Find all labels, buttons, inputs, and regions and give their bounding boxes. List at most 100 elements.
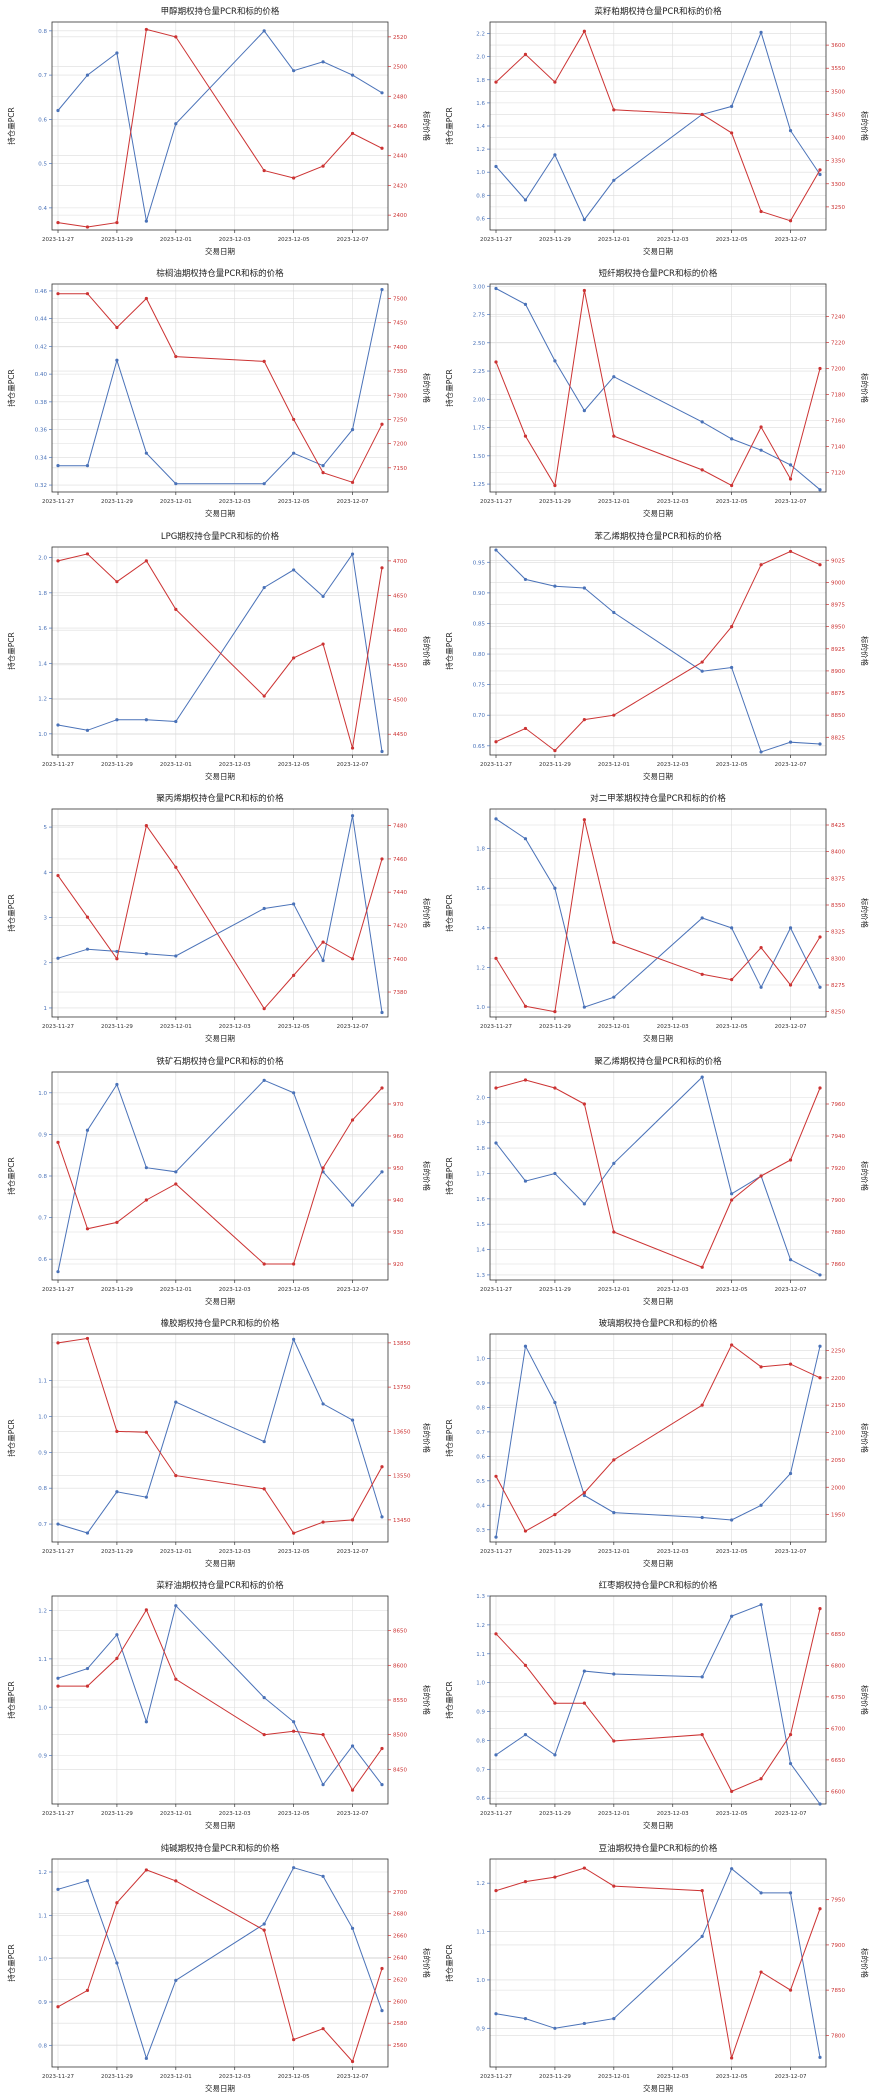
x-tick-label: 2023-12-03: [656, 762, 688, 768]
y-tick-label: 0.8: [38, 29, 47, 35]
price-point: [523, 434, 527, 439]
y-tick-label: 0.75: [472, 682, 485, 688]
price-point: [729, 624, 733, 629]
price-point: [56, 1684, 60, 1689]
x-tick-label: 2023-12-03: [219, 1287, 251, 1293]
price-point: [56, 1140, 60, 1144]
y-tick-label: 1.2: [38, 1870, 47, 1876]
price-point: [144, 1430, 148, 1434]
pcr-point: [321, 1874, 325, 1878]
price-point: [380, 565, 384, 570]
y2-tick-label: 3500: [830, 89, 844, 95]
x-axis-label: 交易日期: [643, 1558, 673, 1568]
pcr-point: [700, 1675, 704, 1679]
price-point: [611, 713, 615, 717]
pcr-line: [495, 818, 820, 1008]
pcr-point: [582, 1005, 586, 1009]
pcr-point: [144, 952, 148, 956]
y2-tick-label: 8450: [393, 1768, 407, 1774]
price-point: [788, 1988, 792, 1992]
x-tick-label: 2023-12-07: [774, 1287, 806, 1293]
x-tick-label: 2023-12-03: [656, 1811, 688, 1817]
pcr-point: [700, 916, 704, 920]
pcr-point: [380, 91, 384, 95]
price-point: [493, 80, 498, 84]
y2-tick-label: 8275: [830, 983, 844, 989]
pcr-point: [56, 464, 60, 468]
y-axis-label: 持仓量PCR: [6, 1682, 16, 1719]
y-tick-label: 1.25: [472, 482, 485, 488]
price-point: [729, 1343, 733, 1347]
y-axis-label: 持仓量PCR: [6, 370, 16, 407]
price-point: [262, 1007, 266, 1011]
y2-tick-label: 8600: [393, 1664, 407, 1670]
x-tick-label: 2023-12-05: [278, 237, 310, 243]
price-point: [321, 1165, 325, 1170]
y2-tick-label: 7880: [830, 1230, 844, 1236]
price-point: [729, 1790, 733, 1794]
price-point: [493, 739, 498, 744]
y2-tick-label: 2200: [830, 1376, 844, 1382]
y2-tick-label: 960: [393, 1134, 404, 1140]
pcr-point: [817, 172, 822, 177]
price-point: [582, 29, 586, 33]
pcr-point: [729, 104, 733, 108]
pcr-point: [174, 1400, 178, 1404]
x-tick-label: 2023-12-03: [656, 499, 688, 505]
y2-tick-label: 7220: [830, 341, 844, 347]
pcr-point: [611, 375, 615, 379]
pcr-point: [292, 568, 296, 572]
pcr-point: [552, 1171, 557, 1175]
x-tick-label: 2023-12-03: [219, 2074, 251, 2080]
y2-tick-label: 7140: [830, 445, 844, 451]
x-axis-label: 交易日期: [205, 1033, 235, 1043]
x-tick-label: 2023-11-27: [42, 1287, 74, 1293]
y2-tick-label: 2680: [393, 1912, 407, 1918]
price-point: [788, 219, 792, 223]
y-tick-label: 3.00: [472, 285, 485, 291]
price-point: [380, 1085, 384, 1090]
y2-axis-label: 标的价格: [859, 1161, 869, 1191]
price-point: [56, 2004, 60, 2009]
price-point: [115, 1429, 119, 1433]
price-point: [552, 748, 557, 752]
price-point: [144, 824, 148, 828]
y-tick-label: 0.6: [476, 1454, 485, 1460]
y2-tick-label: 7250: [393, 418, 407, 424]
pcr-point: [262, 1922, 266, 1926]
x-tick-label: 2023-12-07: [337, 1549, 369, 1555]
y-tick-label: 1.0: [38, 1706, 47, 1712]
pcr-point: [350, 428, 355, 432]
y-tick-label: 0.38: [35, 400, 48, 406]
x-tick-label: 2023-11-27: [42, 499, 74, 505]
y2-tick-label: 7460: [393, 857, 407, 863]
y2-tick-label: 6800: [830, 1664, 844, 1670]
pcr-point: [174, 1169, 178, 1174]
pcr-point: [292, 902, 296, 906]
x-tick-label: 2023-12-05: [278, 1024, 310, 1030]
y-tick-label: 1.4: [476, 124, 485, 130]
x-tick-label: 2023-11-29: [101, 1811, 133, 1817]
x-tick-label: 2023-11-29: [101, 1024, 133, 1030]
y-axis-label: 持仓量PCR: [444, 1419, 454, 1456]
price-point: [582, 1491, 586, 1495]
y2-tick-label: 13450: [393, 1518, 411, 1524]
price-point: [758, 1365, 763, 1369]
price-line: [495, 1079, 820, 1268]
pcr-point: [582, 1493, 586, 1498]
plot-frame: [489, 1333, 826, 1543]
y2-tick-label: 7120: [830, 471, 844, 477]
y2-tick-label: 7300: [393, 394, 407, 400]
pcr-point: [817, 985, 822, 990]
y2-axis-label: 标的价格: [422, 1161, 432, 1191]
y-tick-label: 0.6: [38, 117, 47, 123]
price-point: [758, 1777, 763, 1781]
chart-title: 对二甲苯期权持仓量PCR和标的价格: [590, 793, 726, 804]
price-point: [729, 131, 733, 135]
pcr-point: [758, 750, 763, 754]
pcr-point: [144, 717, 148, 722]
